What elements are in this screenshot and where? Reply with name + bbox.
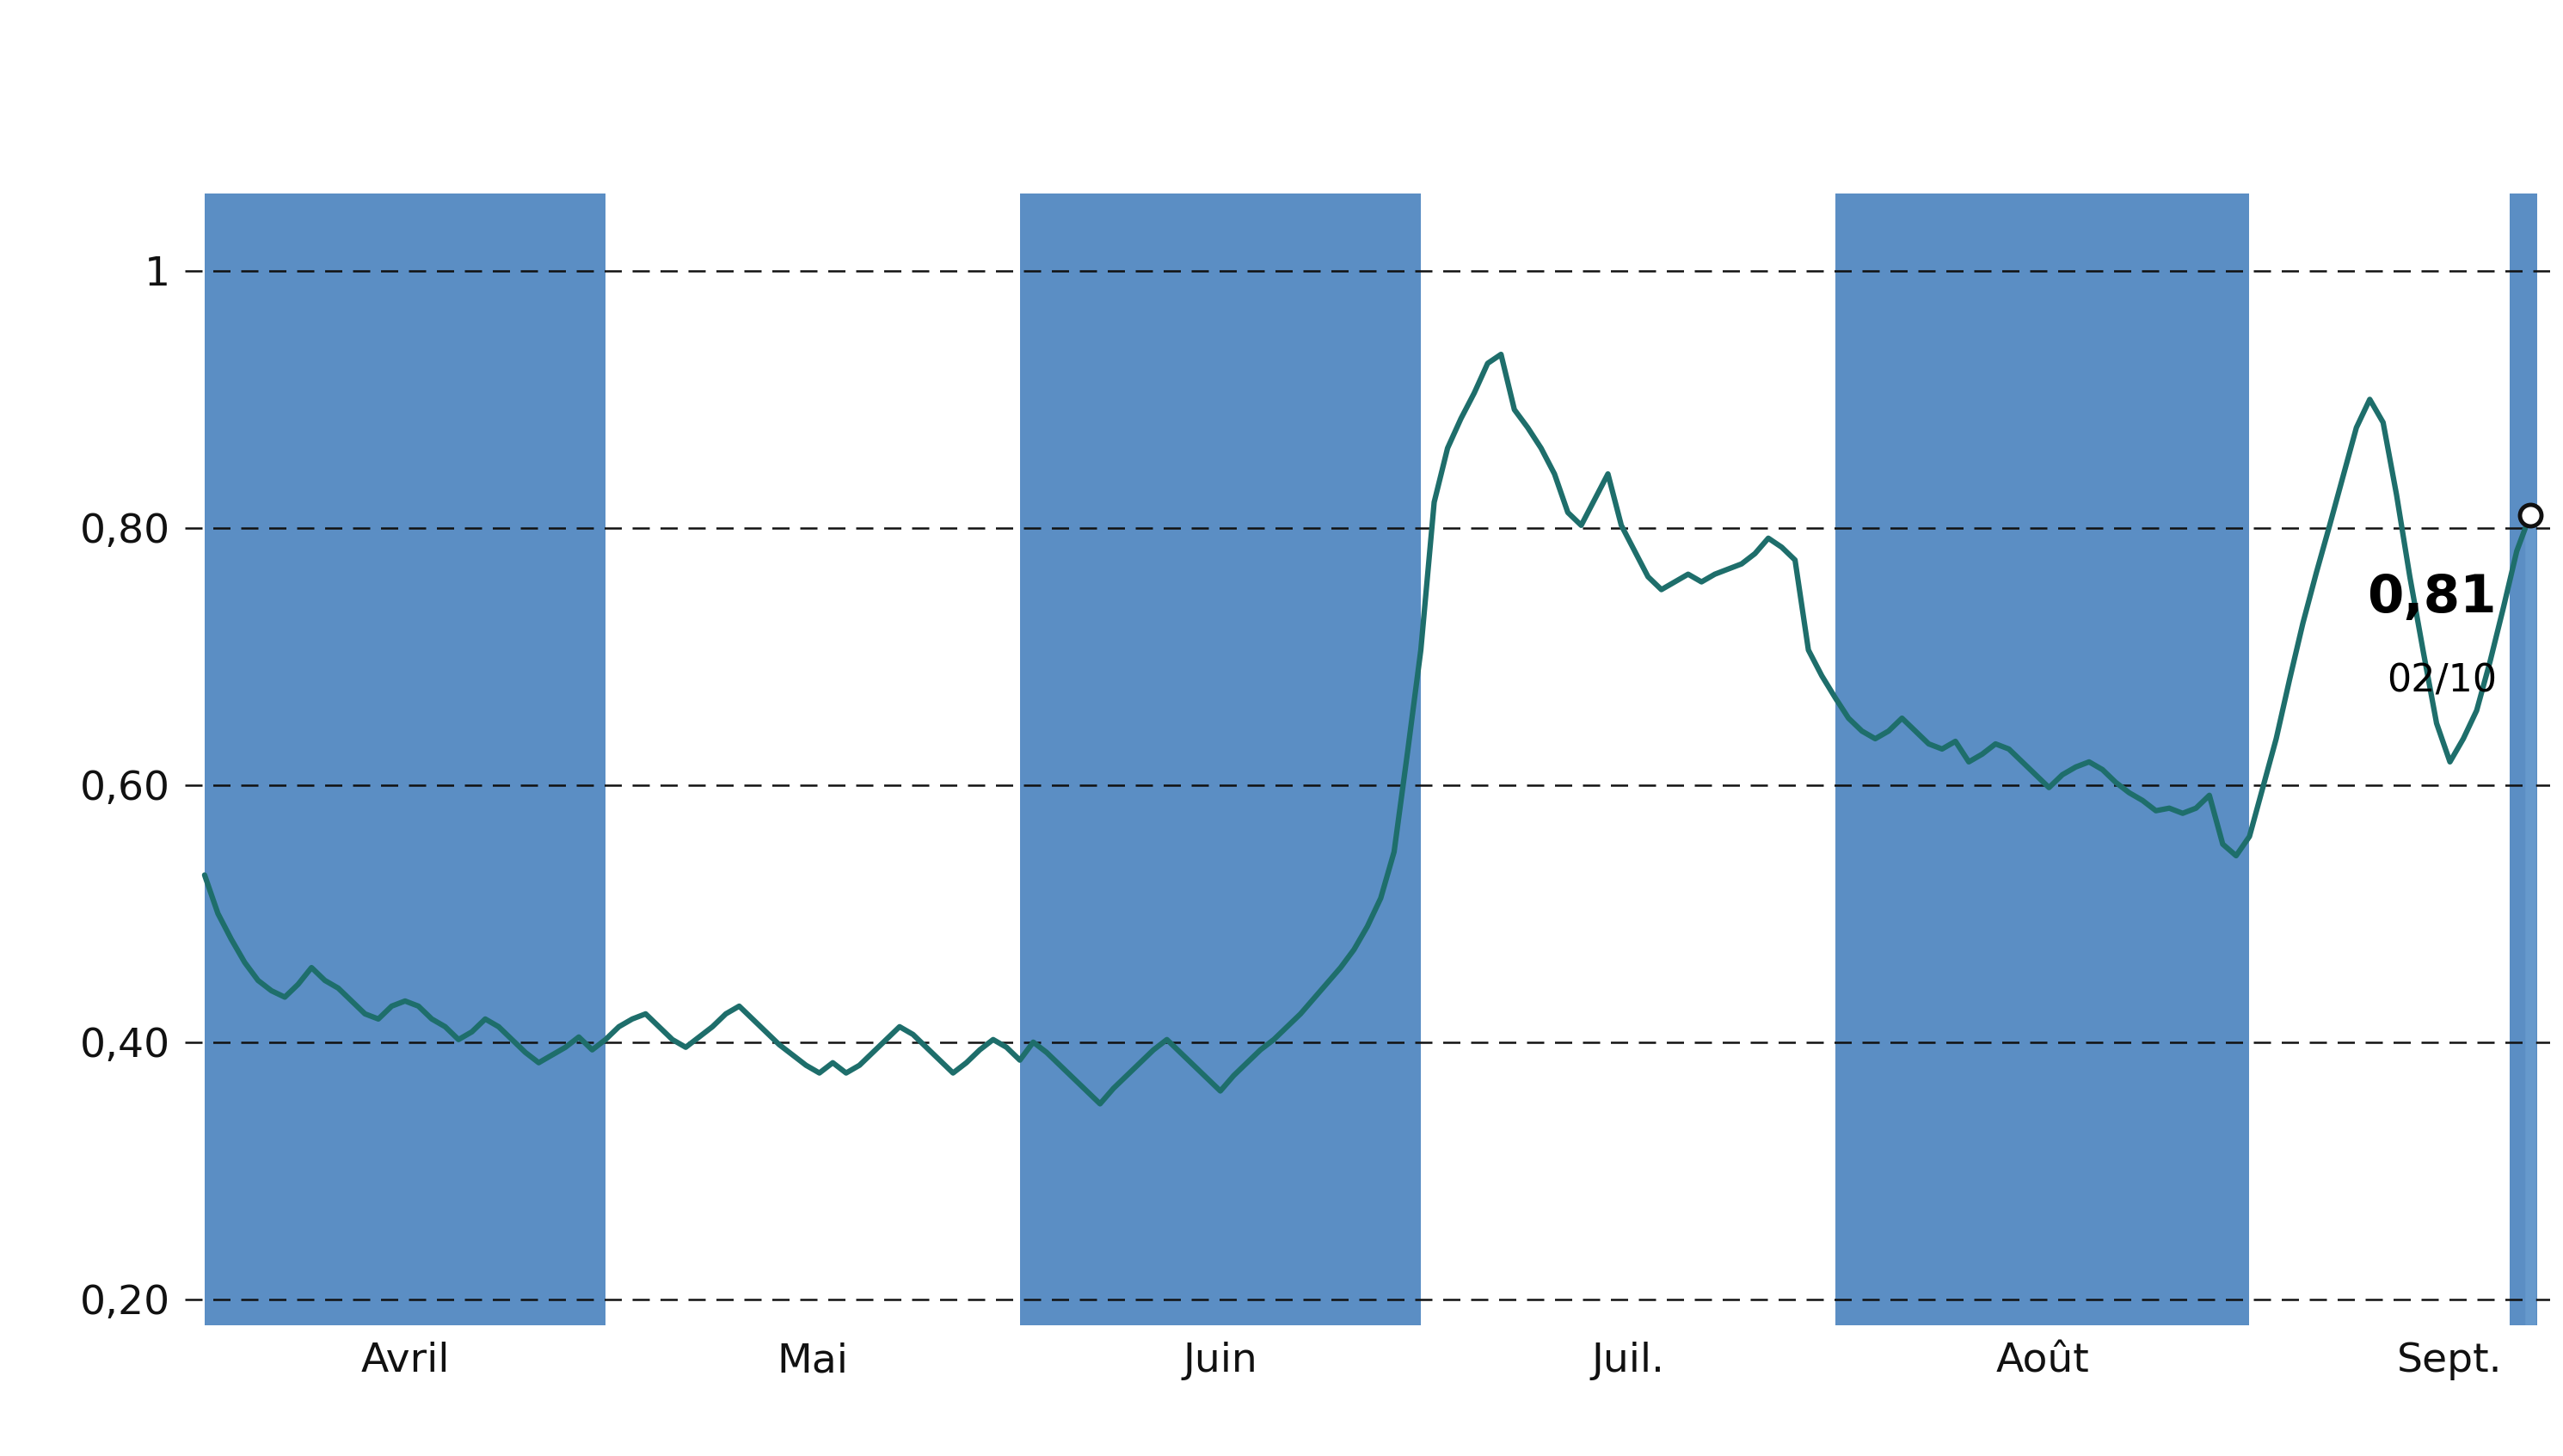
Text: A2Z Smart Technologies Corp.: A2Z Smart Technologies Corp. xyxy=(533,35,2030,122)
Text: 0,81: 0,81 xyxy=(2368,572,2496,623)
Bar xyxy=(1020,194,1420,1325)
Bar xyxy=(2509,194,2537,1325)
Bar xyxy=(205,194,605,1325)
Text: 02/10: 02/10 xyxy=(2386,662,2496,700)
Bar xyxy=(1835,194,2250,1325)
